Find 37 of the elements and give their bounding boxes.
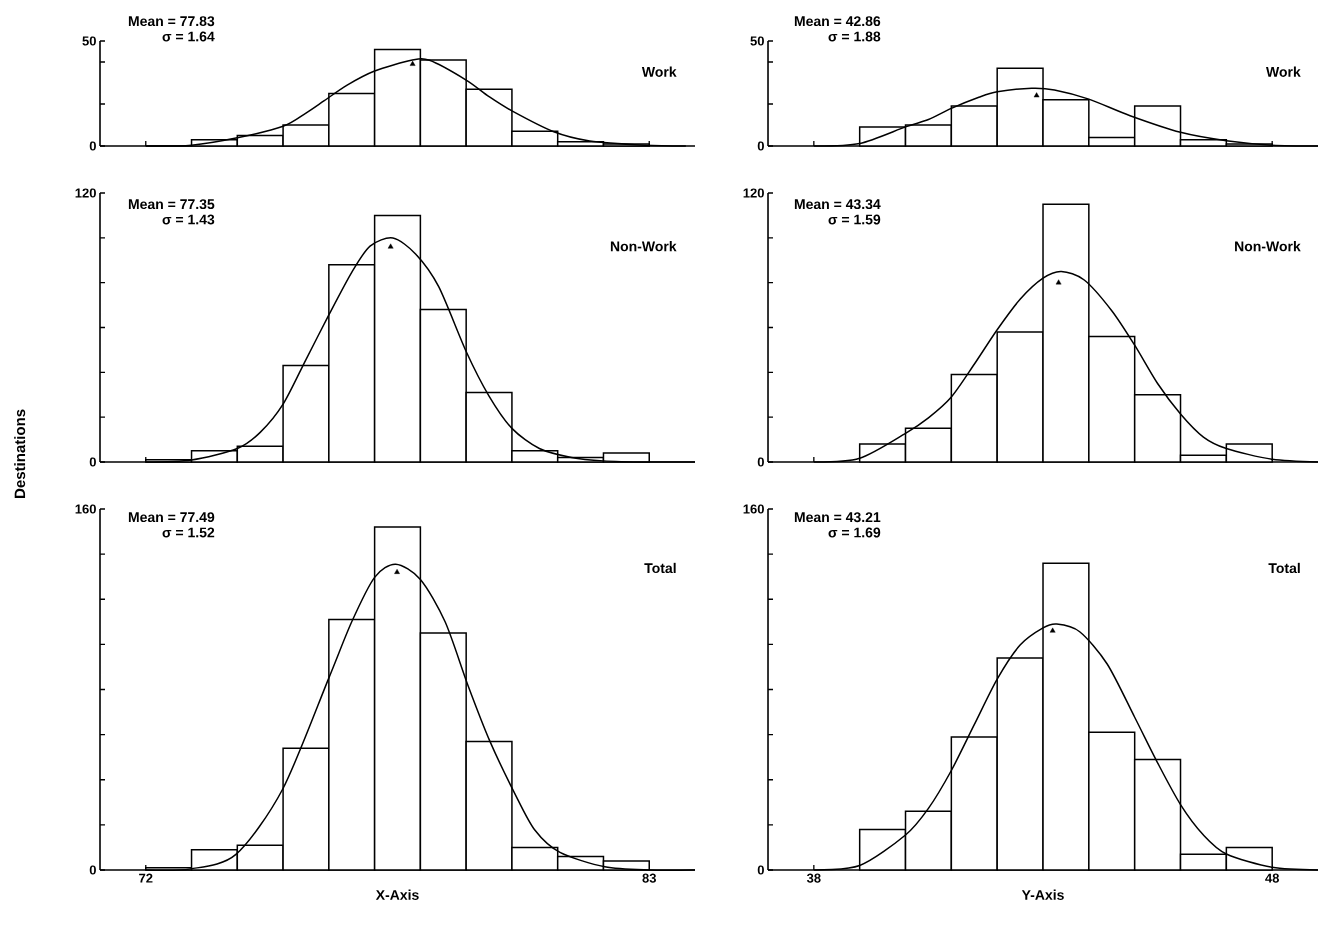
x-tick-label: 48 [1265,873,1280,883]
text: Mean = 77.83 [128,16,215,27]
y-tick-label: 0 [89,457,96,467]
x-axis-title: X-Axis [375,889,419,900]
annotation: σ = 1.64 [162,31,215,42]
annotation: σ = 1.43 [162,214,215,225]
text: Non-Work [1235,241,1301,252]
annotation: Mean = 77.49 [128,512,215,523]
x-tick-label: 83 [642,873,656,883]
text: Non-Work [610,241,677,252]
y-tick-label: 0 [757,865,764,875]
y-tick-label: 160 [743,504,764,514]
text: Total [644,562,676,574]
annotation: σ = 1.69 [828,527,881,538]
annotation: Mean = 43.34 [794,199,881,210]
y-tick-label: 0 [757,141,764,151]
y-tick-label: 120 [743,188,764,198]
y-tick-label: 0 [757,457,764,467]
text: Work [641,66,677,77]
annotation: Mean = 43.21 [794,512,881,523]
y-tick-label: 50 [82,36,96,46]
annotation: σ = 1.59 [828,214,881,225]
x-tick-label: 72 [139,873,153,883]
y-tick-label: 160 [75,504,96,514]
y-tick-label: 120 [75,188,96,198]
x-tick-label: 38 [806,873,821,883]
text: Work [1266,66,1301,77]
y-tick-label: 0 [89,141,96,151]
text: Total [1268,562,1300,574]
text: Mean = 42.86 [794,16,881,27]
y-tick-label: 0 [89,865,96,875]
y-axis-title: Destinations [14,409,26,498]
y-tick-label: 50 [750,36,764,46]
annotation: σ = 1.88 [828,31,881,42]
x-axis-title: Y-Axis [1021,889,1064,900]
annotation: σ = 1.52 [162,527,215,538]
annotation: Mean = 77.35 [128,199,215,210]
